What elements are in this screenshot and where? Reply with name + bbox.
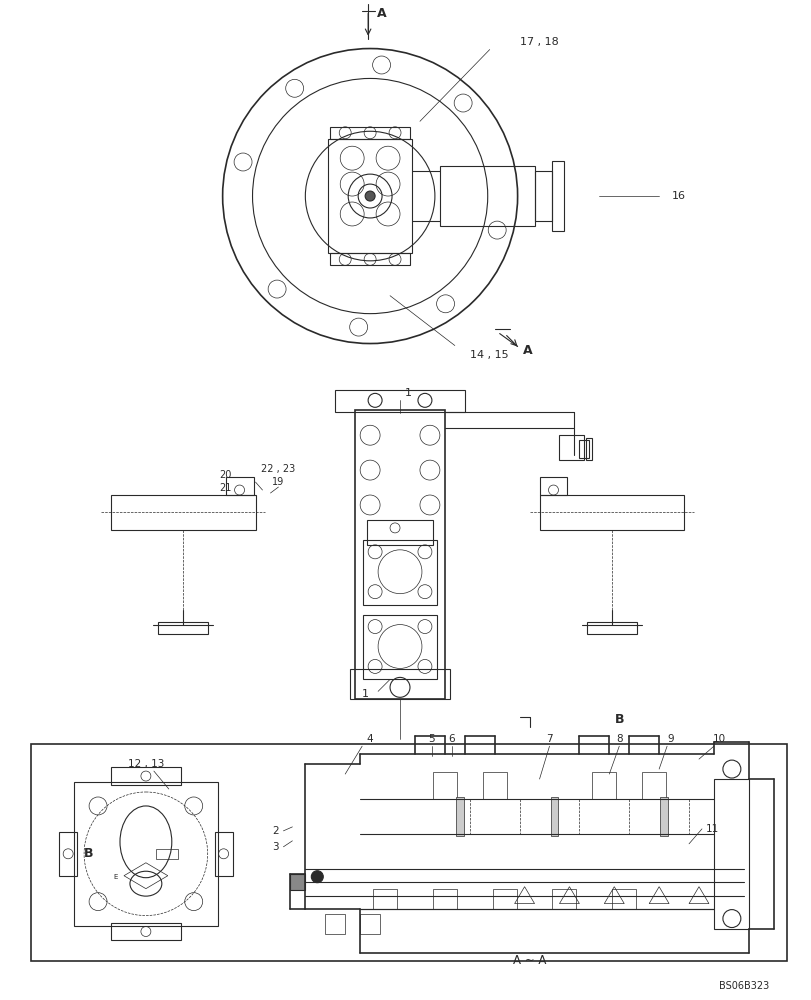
- Bar: [539, 477, 567, 495]
- Text: 17 , 18: 17 , 18: [520, 37, 558, 47]
- Bar: [659, 797, 667, 836]
- Text: 20: 20: [219, 470, 231, 480]
- Text: 22 , 23: 22 , 23: [261, 464, 295, 474]
- Bar: [290, 874, 305, 890]
- Bar: [611, 889, 636, 909]
- Text: B: B: [614, 713, 623, 726]
- Bar: [455, 797, 463, 836]
- Text: B: B: [84, 847, 94, 860]
- Bar: [579, 440, 589, 458]
- Bar: [111, 923, 181, 940]
- Bar: [111, 767, 181, 785]
- Bar: [372, 889, 397, 909]
- Text: 14 , 15: 14 , 15: [470, 350, 508, 360]
- Bar: [32, 744, 786, 961]
- Text: 7: 7: [546, 734, 552, 744]
- Bar: [713, 779, 748, 929]
- Bar: [586, 622, 636, 634]
- Text: 6: 6: [448, 734, 455, 744]
- Bar: [111, 495, 255, 530]
- Bar: [158, 622, 208, 634]
- Bar: [367, 520, 432, 545]
- Bar: [74, 782, 217, 926]
- Text: 16: 16: [672, 191, 685, 201]
- Bar: [559, 435, 584, 460]
- Text: 19: 19: [272, 477, 284, 487]
- Bar: [225, 477, 253, 495]
- Text: 1: 1: [404, 388, 411, 398]
- Text: E: E: [114, 874, 118, 880]
- Text: A ~ A: A ~ A: [513, 954, 546, 967]
- Bar: [330, 253, 410, 265]
- Bar: [534, 171, 551, 221]
- Bar: [330, 127, 410, 139]
- Text: A: A: [522, 344, 532, 357]
- Bar: [551, 889, 576, 909]
- Bar: [551, 161, 564, 231]
- Bar: [440, 166, 534, 226]
- Text: 8: 8: [616, 734, 622, 744]
- Text: A: A: [377, 7, 386, 20]
- Bar: [214, 832, 232, 876]
- Bar: [363, 615, 436, 679]
- Text: 21: 21: [219, 483, 231, 493]
- Text: 3: 3: [272, 842, 278, 852]
- Bar: [156, 849, 178, 859]
- Bar: [642, 772, 665, 799]
- Circle shape: [365, 191, 375, 201]
- Text: BS06B323: BS06B323: [718, 981, 768, 991]
- Bar: [363, 540, 436, 605]
- Bar: [550, 797, 558, 836]
- Bar: [432, 889, 457, 909]
- Bar: [59, 832, 77, 876]
- Text: 12 , 13: 12 , 13: [127, 759, 164, 769]
- Text: 2: 2: [272, 826, 278, 836]
- Bar: [432, 772, 457, 799]
- Bar: [586, 438, 592, 460]
- Circle shape: [311, 871, 323, 883]
- Bar: [360, 914, 380, 934]
- Text: 11: 11: [705, 824, 718, 834]
- Bar: [354, 410, 444, 699]
- Text: 5: 5: [428, 734, 435, 744]
- Bar: [328, 139, 412, 253]
- Text: 1: 1: [361, 689, 368, 699]
- Bar: [350, 669, 449, 699]
- Text: 10: 10: [711, 734, 724, 744]
- Bar: [539, 495, 683, 530]
- Bar: [483, 772, 506, 799]
- Bar: [592, 772, 616, 799]
- Bar: [335, 390, 464, 412]
- Text: 4: 4: [367, 734, 373, 744]
- Text: 9: 9: [667, 734, 674, 744]
- Bar: [325, 914, 345, 934]
- Bar: [492, 889, 516, 909]
